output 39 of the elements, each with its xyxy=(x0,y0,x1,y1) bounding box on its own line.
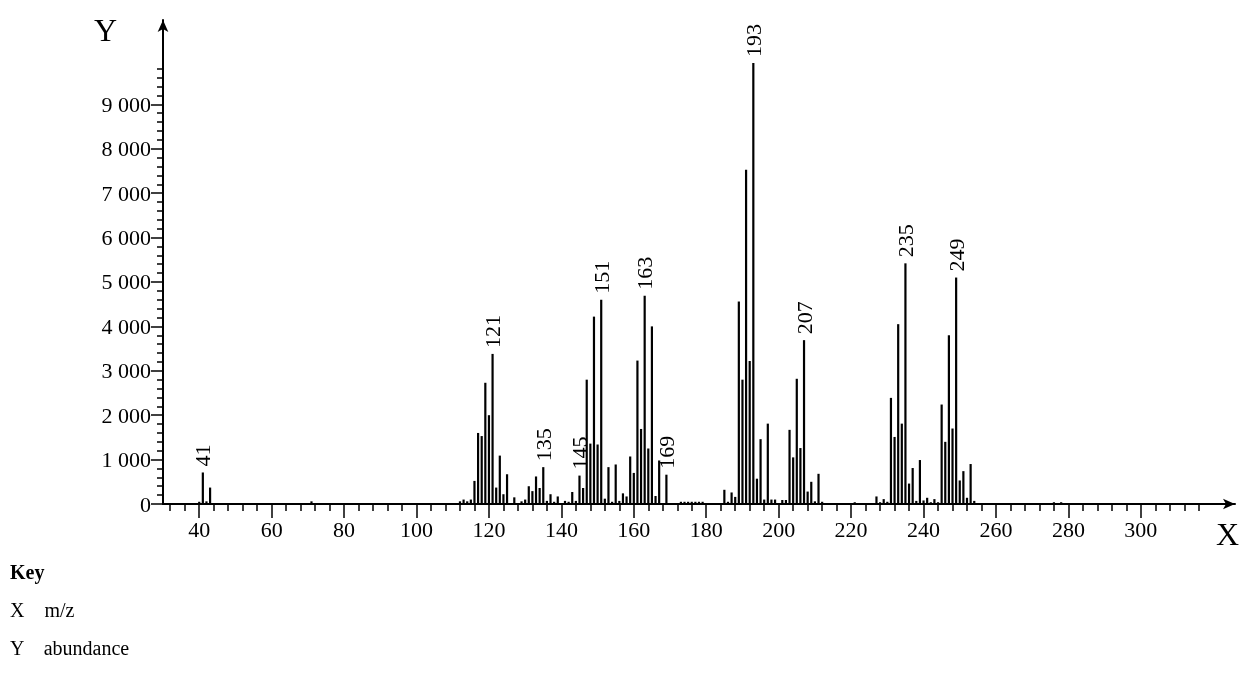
x-tick-label: 100 xyxy=(400,516,434,542)
x-tick-label: 240 xyxy=(907,516,941,542)
annotation: 135 xyxy=(530,428,556,462)
y-tick-label: 5 000 xyxy=(101,269,151,295)
x-tick-label: 40 xyxy=(188,516,211,542)
annotation: 169 xyxy=(653,435,679,469)
y-tick-label: 4 000 xyxy=(101,313,151,339)
y-tick-label: 2 000 xyxy=(101,402,151,428)
annotation: 163 xyxy=(632,256,658,290)
x-tick-label: 80 xyxy=(333,516,356,542)
text: X m/z xyxy=(10,599,75,621)
annotation: 235 xyxy=(892,224,918,258)
y-tick-label: 3 000 xyxy=(101,358,151,384)
y-tick-label: 9 000 xyxy=(101,91,151,117)
annotation: 121 xyxy=(480,314,506,348)
y-tick-label: 6 000 xyxy=(101,225,151,251)
y-axis-title: Y xyxy=(94,12,118,48)
x-tick-label: 180 xyxy=(689,516,723,542)
x-tick-label: 120 xyxy=(472,516,506,542)
annotation: 193 xyxy=(740,24,766,58)
x-tick-label: 140 xyxy=(544,516,578,542)
x-tick-label: 160 xyxy=(617,516,651,542)
x-tick-label: 300 xyxy=(1124,516,1158,542)
annotation: 151 xyxy=(588,260,614,294)
x-tick-label: 280 xyxy=(1051,516,1085,542)
x-tick-label: 260 xyxy=(979,516,1013,542)
x-tick-label: 220 xyxy=(834,516,868,542)
annotation: 249 xyxy=(943,238,969,272)
y-tick-label: 0 xyxy=(140,491,151,517)
annotation: 207 xyxy=(791,301,817,335)
y-tick-label: 8 000 xyxy=(101,136,151,162)
x-tick-label: 60 xyxy=(260,516,283,542)
x-axis-title: X xyxy=(1215,516,1239,552)
text: Y abundance xyxy=(10,637,130,659)
x-tick-label: 200 xyxy=(762,516,796,542)
y-tick-label: 1 000 xyxy=(101,447,151,473)
y-tick-label: 7 000 xyxy=(101,180,151,206)
text: Key xyxy=(10,561,45,584)
annotation: 41 xyxy=(190,444,216,467)
